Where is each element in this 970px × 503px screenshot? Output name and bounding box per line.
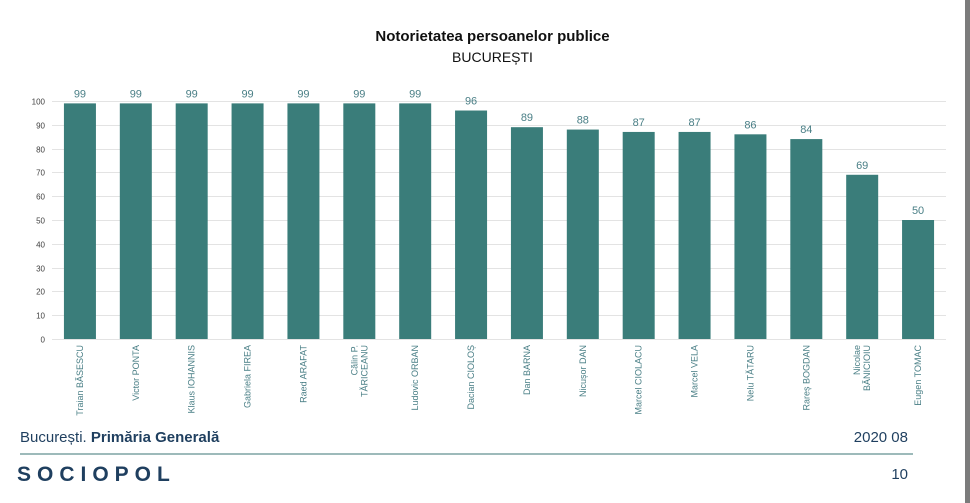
page-number: 10: [891, 466, 908, 483]
x-tick-label-line: Traian BĂSESCU: [75, 345, 85, 416]
y-tick-label: 10: [36, 312, 45, 321]
x-tick-label: Ludovic ORBAN: [410, 345, 420, 411]
bars: [63, 103, 935, 340]
x-tick-label: Marcel VELA: [690, 345, 700, 398]
x-tick-label-line: Nicolae: [852, 345, 862, 375]
data-labels: 99 99 99 99 99 99 99 96 89 88 87 87 86 84 69 50: [74, 88, 924, 217]
data-label: 86: [744, 119, 756, 131]
x-tick-label-line: Ludovic ORBAN: [410, 345, 420, 411]
x-axis-labels: Traian BĂSESCU Victor PONTA Klaus IOHANNIS…: [75, 344, 923, 415]
data-label: 84: [800, 124, 812, 136]
footer-client: Primăria Generală: [90, 429, 220, 446]
bar: [175, 103, 208, 339]
data-label: 96: [465, 96, 477, 108]
x-tick-label: Victor PONTA: [131, 345, 141, 401]
window-edge: [965, 0, 970, 503]
footer-date: 2020 08: [853, 429, 908, 446]
x-tick-label-line: TĂRICEANU: [359, 345, 369, 397]
x-tick-label-line: Eugen TOMAC: [913, 345, 923, 406]
data-label: 50: [912, 205, 924, 217]
bar: [790, 139, 823, 339]
bar: [287, 103, 320, 339]
x-tick-label: Călin P. TĂRICEANU: [349, 345, 369, 397]
data-label: 87: [633, 117, 645, 129]
bar: [902, 220, 935, 339]
x-tick-label: Rareș BOGDAN: [801, 345, 811, 411]
data-label: 99: [353, 88, 365, 100]
data-label: 88: [577, 115, 589, 127]
x-tick-label-line: BĂNICIOIU: [862, 345, 872, 391]
x-tick-label: Nicușor DAN: [578, 345, 588, 397]
bar: [622, 131, 655, 339]
data-label: 99: [186, 88, 198, 100]
data-label: 87: [688, 117, 700, 129]
bar: [455, 110, 488, 340]
y-tick-label: 70: [36, 169, 45, 178]
x-tick-label-line: Nelu TĂTARU: [745, 345, 755, 401]
y-tick-label: 50: [36, 217, 45, 226]
chart-subtitle: BUCUREȘTI: [452, 49, 533, 65]
x-tick-label: Nicolae BĂNICIOIU: [852, 345, 872, 391]
x-tick-label-line: Klaus IOHANNIS: [187, 345, 197, 414]
y-tick-label: 0: [41, 336, 46, 345]
footer-divider: [20, 453, 913, 455]
chart-title: Notorietatea persoanelor publice: [375, 28, 610, 45]
x-tick-label-line: Gabriela FIREA: [243, 345, 253, 408]
bar: [678, 131, 711, 339]
x-tick-label: Klaus IOHANNIS: [187, 345, 197, 414]
bar: [846, 174, 879, 339]
bar: [119, 103, 152, 339]
y-axis-ticks: 0 10 20 30 40 50 60 70 80 90 100: [32, 98, 46, 345]
footer-location: București. Primăria Generală: [20, 429, 219, 446]
x-tick-label-line: Nicușor DAN: [578, 345, 588, 397]
x-tick-label-line: Călin P.: [349, 345, 359, 375]
x-tick-label: Dan BARNA: [522, 345, 532, 395]
bar: [734, 134, 767, 339]
bar: [63, 103, 96, 339]
x-tick-label: Raed ARAFAT: [298, 344, 308, 402]
x-tick-label-line: Rareș BOGDAN: [801, 345, 811, 411]
y-tick-label: 30: [36, 265, 45, 274]
data-label: 99: [130, 88, 142, 100]
x-tick-label-line: Dan BARNA: [522, 345, 532, 395]
footer-city: București.: [20, 429, 87, 446]
x-tick-label-line: Marcel VELA: [690, 345, 700, 398]
data-label: 99: [409, 88, 421, 100]
y-tick-label: 90: [36, 122, 45, 131]
x-tick-label: Nelu TĂTARU: [745, 345, 755, 401]
bar: [510, 127, 543, 340]
data-label: 99: [297, 88, 309, 100]
y-tick-label: 80: [36, 146, 45, 155]
data-label: 89: [521, 112, 533, 124]
x-tick-label: Dacian CIOLOȘ: [466, 345, 476, 410]
x-tick-label: Traian BĂSESCU: [75, 345, 85, 416]
y-tick-label: 60: [36, 193, 45, 202]
y-tick-label: 100: [32, 98, 46, 107]
x-tick-label-line: Raed ARAFAT: [298, 344, 308, 402]
x-tick-label-line: Dacian CIOLOȘ: [466, 345, 476, 410]
y-tick-label: 20: [36, 288, 45, 297]
sociopol-logo: SOCIOPOL: [17, 463, 176, 486]
bar-chart: 0 10 20 30 40 50 60 70 80 90 100 99 99 99 99 99 99 99 96 8…: [32, 88, 946, 416]
x-tick-label-line: Victor PONTA: [131, 345, 141, 401]
bar: [231, 103, 264, 339]
x-tick-label: Marcel CIOLACU: [634, 345, 644, 415]
x-tick-label-line: Marcel CIOLACU: [634, 345, 644, 415]
bar: [343, 103, 376, 339]
y-tick-label: 40: [36, 241, 45, 250]
data-label: 69: [856, 160, 868, 172]
bar: [399, 103, 432, 339]
bar: [566, 129, 599, 339]
x-tick-label: Eugen TOMAC: [913, 345, 923, 406]
data-label: 99: [74, 88, 86, 100]
data-label: 99: [241, 88, 253, 100]
x-tick-label: Gabriela FIREA: [243, 345, 253, 408]
